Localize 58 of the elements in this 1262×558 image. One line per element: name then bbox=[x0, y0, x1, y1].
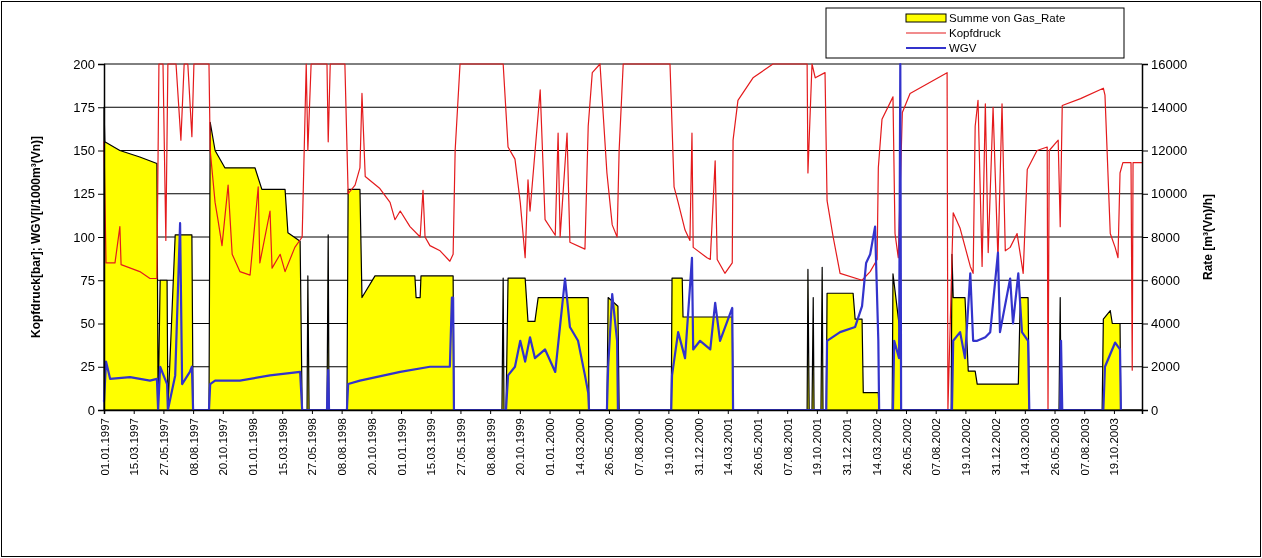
x-tick-label: 26.05.2002 bbox=[900, 418, 913, 476]
y-tick-label: 100 bbox=[73, 229, 95, 245]
y-tick-label: 150 bbox=[73, 143, 95, 159]
x-tick-label: 19.10.2000 bbox=[662, 418, 675, 476]
y2-tick-label: 6000 bbox=[1151, 272, 1180, 288]
y-tick-label: 0 bbox=[87, 402, 95, 418]
y-tick-label: 125 bbox=[73, 186, 95, 202]
y-tick-label: 25 bbox=[80, 359, 95, 375]
x-tick-label: 07.08.2000 bbox=[633, 418, 646, 476]
x-tick-label: 14.03.2002 bbox=[870, 418, 883, 476]
y-tick-label: 200 bbox=[73, 56, 95, 72]
x-tick-label: 27.05.1998 bbox=[306, 418, 319, 476]
x-tick-label: 08.08.1999 bbox=[484, 418, 497, 476]
y-tick-label: 75 bbox=[80, 272, 95, 288]
legend-label: Kopfdruck bbox=[949, 27, 1002, 40]
y2-tick-label: 4000 bbox=[1151, 316, 1180, 332]
x-tick-label: 27.05.1997 bbox=[157, 418, 170, 476]
x-tick-label: 08.08.1998 bbox=[336, 418, 349, 476]
y-axis-title: Kopfdruck[bar]; WGV[l/1000m³(Vn)] bbox=[29, 135, 43, 339]
legend-label: WGV bbox=[949, 42, 977, 55]
x-tick-label: 14.03.2003 bbox=[1019, 418, 1032, 476]
x-tick-label: 07.08.2001 bbox=[781, 418, 794, 476]
y-tick-label: 50 bbox=[80, 316, 95, 332]
y2-tick-label: 12000 bbox=[1151, 143, 1188, 159]
x-tick-label: 20.10.1997 bbox=[217, 418, 230, 476]
x-tick-label: 20.10.1998 bbox=[365, 418, 378, 476]
x-tick-label: 19.10.2003 bbox=[1108, 418, 1121, 476]
y2-tick-label: 0 bbox=[1151, 402, 1159, 418]
x-tick-label: 19.10.2001 bbox=[811, 418, 824, 476]
x-tick-label: 26.05.2003 bbox=[1049, 418, 1062, 476]
legend-label: Summe von Gas_Rate bbox=[949, 12, 1066, 25]
x-tick-label: 01.01.1998 bbox=[247, 418, 260, 476]
x-tick-label: 15.03.1998 bbox=[276, 418, 289, 476]
x-tick-label: 15.03.1997 bbox=[128, 418, 141, 476]
x-tick-label: 15.03.1999 bbox=[425, 418, 438, 476]
y2-tick-label: 14000 bbox=[1151, 99, 1188, 115]
x-tick-label: 08.08.1997 bbox=[187, 418, 200, 476]
x-tick-label: 20.10.1999 bbox=[514, 418, 527, 476]
x-tick-label: 01.01.1997 bbox=[98, 418, 111, 476]
y2-axis-title: Rate [m³(Vn)/h] bbox=[1201, 194, 1215, 280]
x-tick-label: 26.05.2000 bbox=[603, 418, 616, 476]
x-tick-label: 31.12.2000 bbox=[692, 418, 705, 476]
x-tick-label: 19.10.2002 bbox=[959, 418, 972, 476]
y2-tick-label: 10000 bbox=[1151, 186, 1188, 202]
x-tick-label: 07.08.2002 bbox=[930, 418, 943, 476]
y2-tick-label: 16000 bbox=[1151, 56, 1188, 72]
x-tick-label: 01.01.1999 bbox=[395, 418, 408, 476]
y2-tick-label: 8000 bbox=[1151, 229, 1180, 245]
x-tick-label: 31.12.2001 bbox=[841, 418, 854, 476]
x-tick-label: 26.05.2001 bbox=[752, 418, 765, 476]
y2-tick-label: 2000 bbox=[1151, 359, 1180, 375]
x-tick-label: 31.12.2002 bbox=[989, 418, 1002, 476]
x-tick-label: 14.03.2001 bbox=[722, 418, 735, 476]
x-tick-label: 14.03.2000 bbox=[573, 418, 586, 476]
y-tick-label: 175 bbox=[73, 99, 95, 115]
x-tick-label: 27.05.1999 bbox=[454, 418, 467, 476]
x-tick-label: 01.01.2000 bbox=[544, 418, 557, 476]
x-tick-label: 07.08.2003 bbox=[1078, 418, 1091, 476]
